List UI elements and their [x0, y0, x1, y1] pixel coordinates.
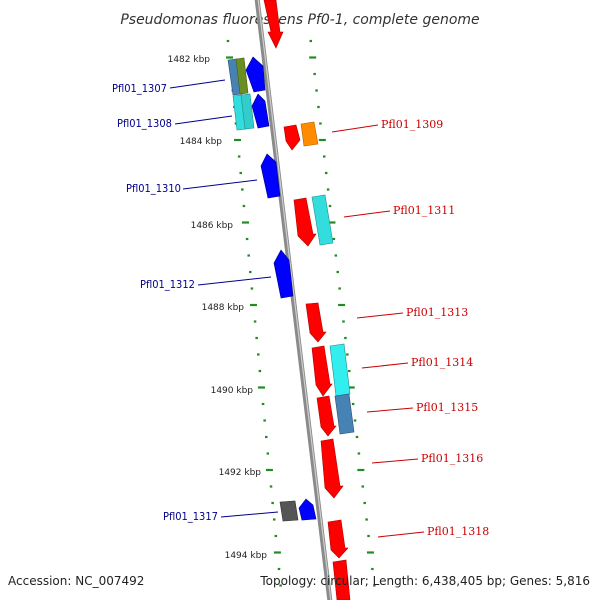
genome-backbone-highlight	[257, 0, 332, 600]
leader-line-pfl01-1317	[220, 511, 279, 518]
gene-feature-pfl01-1311-red[interactable]	[293, 197, 317, 247]
gene-label-pfl01-1310[interactable]: Pfl01_1310	[126, 182, 181, 195]
scale-label-1494: 1494 kbp	[225, 551, 268, 561]
gene-label-pfl01-1313[interactable]: Pfl01_1313	[406, 306, 468, 319]
gene-label-pfl01-1318[interactable]: Pfl01_1318	[427, 525, 489, 538]
scale-ticks-left	[226, 39, 282, 587]
accession-text: Accession: NC_007492	[8, 574, 144, 588]
gene-feature-pfl01-1309-red[interactable]	[283, 124, 301, 151]
scale-label-1484: 1484 kbp	[180, 137, 223, 147]
leader-line-pfl01-1311	[343, 210, 391, 218]
scale-label-1486: 1486 kbp	[191, 221, 234, 231]
leader-line-pfl01-1310	[182, 179, 258, 190]
gene-label-pfl01-1307[interactable]: Pfl01_1307	[112, 82, 167, 95]
map-title: Pseudomonas fluorescens Pf0-1, complete …	[120, 12, 479, 28]
gene-label-pfl01-1317[interactable]: Pfl01_1317	[163, 510, 218, 523]
gene-label-pfl01-1314[interactable]: Pfl01_1314	[411, 356, 473, 369]
scale-label-1492: 1492 kbp	[219, 468, 262, 478]
gene-feature-bottom-partial[interactable]	[332, 559, 351, 600]
gene-label-pfl01-1311[interactable]: Pfl01_1311	[393, 204, 455, 217]
leader-line-pfl01-1314	[361, 362, 409, 369]
scale-label-1490: 1490 kbp	[211, 386, 254, 396]
gene-feature-pfl01-1314-red[interactable]	[311, 345, 333, 397]
leader-line-pfl01-1307	[169, 79, 226, 89]
gene-label-pfl01-1315[interactable]: Pfl01_1315	[416, 401, 478, 414]
gene-feature-pfl01-1312[interactable]	[273, 249, 294, 299]
gene-feature-pfl01-1308-cyan-b[interactable]	[240, 93, 255, 130]
gene-feature-pfl01-1310[interactable]	[260, 153, 281, 199]
gene-feature-pfl01-1316[interactable]	[320, 438, 344, 499]
gene-feature-pfl01-1307-olive[interactable]	[235, 57, 249, 95]
leader-line-pfl01-1318	[377, 531, 425, 538]
gene-feature-pfl01-1307-blue[interactable]	[245, 56, 266, 93]
gene-feature-pfl01-1317-blue[interactable]	[298, 498, 317, 521]
gene-label-pfl01-1308[interactable]: Pfl01_1308	[117, 117, 172, 130]
gene-feature-pfl01-1311-cyan[interactable]	[311, 194, 334, 246]
leader-line-pfl01-1313	[356, 312, 404, 319]
leader-line-pfl01-1316	[371, 458, 419, 464]
gene-feature-pfl01-1315-steel[interactable]	[334, 393, 355, 435]
gene-feature-pfl01-1313[interactable]	[305, 302, 327, 343]
leader-line-pfl01-1309	[331, 124, 379, 133]
gene-feature-pfl01-1315-red[interactable]	[316, 395, 337, 437]
gene-label-pfl01-1309[interactable]: Pfl01_1309	[381, 118, 443, 131]
leader-line-pfl01-1308	[174, 115, 233, 125]
gene-feature-pfl01-1314-cyan[interactable]	[329, 343, 351, 397]
scale-ticks-right	[309, 39, 376, 587]
leader-line-pfl01-1315	[366, 407, 414, 413]
gene-feature-pfl01-1308-blue[interactable]	[251, 93, 270, 129]
scale-label-1482: 1482 kbp	[168, 55, 211, 65]
gene-feature-pfl01-1317-gray[interactable]	[279, 500, 299, 522]
gene-label-pfl01-1312[interactable]: Pfl01_1312	[140, 278, 195, 291]
gene-feature-pfl01-1309-orange[interactable]	[300, 121, 319, 147]
gene-label-pfl01-1316[interactable]: Pfl01_1316	[421, 452, 483, 465]
scale-label-1488: 1488 kbp	[202, 303, 245, 313]
genome-summary-text: Topology: circular; Length: 6,438,405 bp…	[259, 574, 590, 588]
leader-line-pfl01-1312	[197, 276, 272, 286]
genome-backbone	[254, 0, 333, 600]
gene-feature-top-partial[interactable]	[263, 0, 284, 49]
gene-feature-pfl01-1318[interactable]	[327, 519, 349, 559]
gene-features	[227, 0, 355, 600]
